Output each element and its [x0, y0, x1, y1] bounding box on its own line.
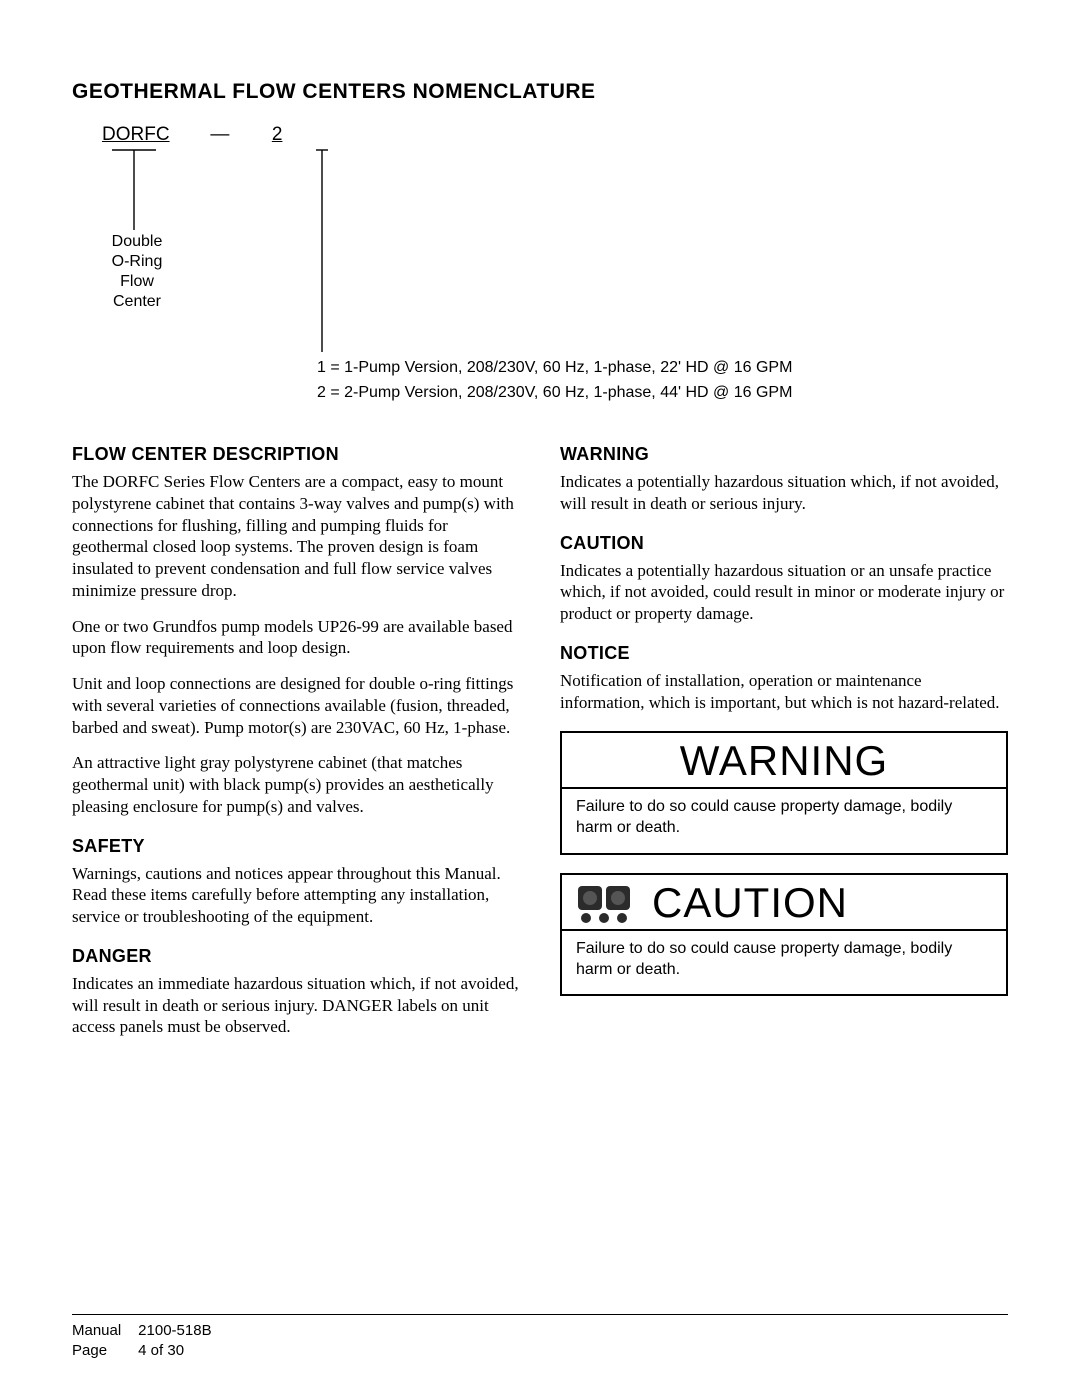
desc-line: Double: [102, 232, 172, 252]
pump-versions: 1 = 1-Pump Version, 208/230V, 60 Hz, 1-p…: [317, 356, 792, 406]
body-paragraph: An attractive light gray polystyrene cab…: [72, 752, 520, 817]
left-column: FLOW CENTER DESCRIPTION The DORFC Series…: [72, 444, 520, 1052]
warning-body: Failure to do so could cause property da…: [562, 789, 1006, 853]
body-paragraph: The DORFC Series Flow Centers are a comp…: [72, 471, 520, 602]
desc-line: Center: [102, 292, 172, 312]
warning-header: WARNING: [562, 733, 1006, 789]
warning-box: WARNING Failure to do so could cause pro…: [560, 731, 1008, 855]
desc-line: Flow: [102, 272, 172, 292]
caution-header: CAUTION: [562, 875, 1006, 931]
pump-line: 1 = 1-Pump Version, 208/230V, 60 Hz, 1-p…: [317, 356, 792, 381]
page-label: Page: [72, 1341, 134, 1361]
code-description: Double O-Ring Flow Center: [102, 232, 172, 312]
footer-rule: [72, 1314, 1008, 1315]
body-paragraph: Indicates an immediate hazardous situati…: [72, 973, 520, 1038]
nomenclature-diagram: DORFC — 2 Double O-Ring Flow Center 1 = …: [72, 124, 1008, 414]
section-heading: FLOW CENTER DESCRIPTION: [72, 444, 520, 465]
body-paragraph: Indicates a potentially hazardous situat…: [560, 471, 1008, 515]
section-heading: NOTICE: [560, 643, 1008, 664]
body-paragraph: Notification of installation, operation …: [560, 670, 1008, 714]
right-column: WARNING Indicates a potentially hazardou…: [560, 444, 1008, 1052]
warning-title: WARNING: [680, 737, 888, 785]
section-heading: CAUTION: [560, 533, 1008, 554]
section-heading: SAFETY: [72, 836, 520, 857]
manual-number: 2100-518B: [138, 1322, 211, 1339]
caution-body: Failure to do so could cause property da…: [562, 931, 1006, 995]
page-footer: Manual 2100-518B Page 4 of 30: [72, 1321, 212, 1362]
body-paragraph: Unit and loop connections are designed f…: [72, 673, 520, 738]
section-heading: WARNING: [560, 444, 1008, 465]
body-paragraph: Warnings, cautions and notices appear th…: [72, 863, 520, 928]
code-dash: —: [175, 124, 265, 146]
page-number: 4 of 30: [138, 1342, 184, 1359]
pump-line: 2 = 2-Pump Version, 208/230V, 60 Hz, 1-p…: [317, 381, 792, 406]
manual-label: Manual: [72, 1321, 134, 1341]
nomenclature-code: DORFC — 2: [102, 124, 284, 146]
body-paragraph: One or two Grundfos pump models UP26-99 …: [72, 616, 520, 660]
caution-title: CAUTION: [652, 879, 848, 927]
body-columns: FLOW CENTER DESCRIPTION The DORFC Series…: [72, 444, 1008, 1052]
desc-line: O-Ring: [102, 252, 172, 272]
caution-box: CAUTION Failure to do so could cause pro…: [560, 873, 1008, 997]
body-paragraph: Indicates a potentially hazardous situat…: [560, 560, 1008, 625]
section-heading: DANGER: [72, 946, 520, 967]
code-digit: 2: [270, 124, 284, 146]
page-title: GEOTHERMAL FLOW CENTERS NOMENCLATURE: [72, 80, 1008, 104]
pump-icon: [576, 880, 638, 926]
code-dorfc: DORFC: [102, 124, 170, 145]
